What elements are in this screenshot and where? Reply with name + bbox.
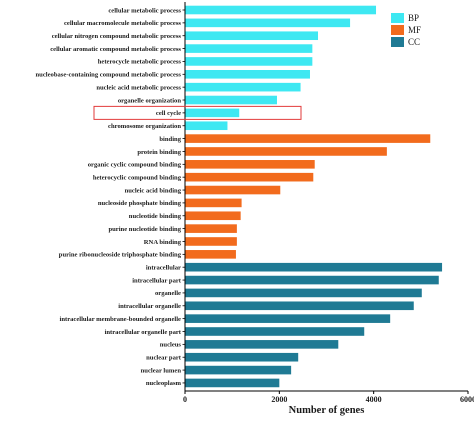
category-label: cellular nitrogen compound metabolic pro… bbox=[52, 33, 182, 40]
bar-bp-7 bbox=[185, 95, 277, 105]
bar-cc-1 bbox=[185, 275, 439, 285]
bar-mf-1 bbox=[185, 147, 387, 156]
category-label: cellular metabolic process bbox=[108, 7, 181, 14]
x-tick-label: 4000 bbox=[366, 395, 382, 404]
bar-mf-5 bbox=[185, 198, 242, 208]
category-label: purine ribonucleoside triphosphate bindi… bbox=[59, 252, 182, 259]
bar-cc-4 bbox=[185, 314, 391, 323]
category-label: protein binding bbox=[137, 149, 181, 156]
bar-bp-3 bbox=[185, 44, 313, 53]
bar-mf-2 bbox=[185, 160, 315, 169]
bar-bp-8 bbox=[185, 108, 240, 118]
legend-swatch-mf bbox=[391, 25, 404, 35]
bar-mf-8 bbox=[185, 237, 237, 246]
category-label: intracellular organelle bbox=[118, 303, 181, 310]
category-label: nuclear part bbox=[146, 355, 182, 362]
bar-bp-1 bbox=[185, 18, 351, 28]
category-label: cell cycle bbox=[156, 110, 181, 117]
bar-mf-0 bbox=[185, 134, 431, 143]
category-label: intracellular bbox=[146, 265, 181, 272]
bar-cc-2 bbox=[185, 288, 422, 298]
highlight-box bbox=[93, 105, 302, 120]
category-label: nucleobase-containing compound metabolic… bbox=[36, 72, 182, 79]
category-label: chromosome organization bbox=[108, 123, 181, 130]
legend-label-mf: MF bbox=[408, 25, 421, 35]
bar-bp-6 bbox=[185, 82, 301, 92]
bar-cc-0 bbox=[185, 262, 443, 272]
bar-cc-5 bbox=[185, 327, 365, 336]
category-label: nucleus bbox=[160, 342, 182, 349]
legend-swatch-bp bbox=[391, 13, 404, 23]
bar-bp-5 bbox=[185, 70, 310, 79]
bar-mf-6 bbox=[185, 211, 241, 221]
bar-bp-2 bbox=[185, 31, 319, 41]
category-label: heterocycle metabolic process bbox=[98, 59, 182, 66]
category-label: cellular aromatic compound metabolic pro… bbox=[50, 46, 181, 53]
x-tick-label: 6000 bbox=[460, 395, 474, 404]
category-label: intracellular membrane-bounded organelle bbox=[60, 316, 182, 323]
category-label: purine nucleotide binding bbox=[108, 226, 181, 233]
bar-mf-9 bbox=[185, 250, 236, 259]
category-label: intracellular part bbox=[132, 277, 182, 284]
category-label: heterocyclic compound binding bbox=[93, 174, 182, 181]
category-label: cellular macromolecule metabolic process bbox=[64, 20, 181, 27]
category-label: organelle organization bbox=[118, 97, 182, 104]
bar-cc-7 bbox=[185, 352, 299, 362]
bar-mf-4 bbox=[185, 185, 281, 195]
legend-label-cc: CC bbox=[408, 37, 420, 47]
bar-bp-0 bbox=[185, 5, 377, 15]
category-label: nucleoplasm bbox=[146, 380, 182, 387]
category-label: RNA binding bbox=[144, 239, 182, 246]
bar-mf-3 bbox=[185, 172, 314, 182]
x-tick-label: 2000 bbox=[271, 395, 287, 404]
category-label: nucleotide binding bbox=[129, 213, 182, 220]
category-label: organelle bbox=[155, 290, 181, 297]
bar-bp-9 bbox=[185, 121, 228, 131]
legend-label-bp: BP bbox=[408, 13, 419, 23]
bar-cc-6 bbox=[185, 340, 339, 349]
bar-cc-3 bbox=[185, 301, 414, 311]
x-tick-label: 0 bbox=[183, 395, 187, 404]
bar-bp-4 bbox=[185, 57, 313, 66]
x-axis-title: Number of genes bbox=[289, 405, 365, 416]
category-label: nucleic acid binding bbox=[125, 187, 182, 194]
category-label: binding bbox=[159, 136, 181, 143]
category-label: nuclear lumen bbox=[141, 367, 182, 374]
category-label: nucleic acid metabolic process bbox=[96, 84, 181, 91]
bar-mf-7 bbox=[185, 224, 237, 233]
category-label: nucleoside phosphate binding bbox=[98, 200, 182, 207]
category-label: intracellular organelle part bbox=[105, 329, 182, 336]
legend-swatch-cc bbox=[391, 37, 404, 47]
category-label: organic cyclic compound binding bbox=[88, 162, 182, 169]
bar-cc-8 bbox=[185, 365, 292, 375]
bar-cc-9 bbox=[185, 378, 280, 388]
